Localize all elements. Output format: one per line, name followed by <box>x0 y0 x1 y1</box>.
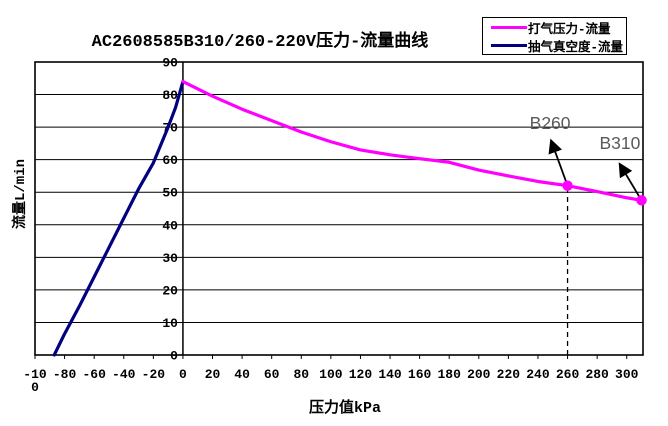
legend-item-vacuum: 抽气真空度-流量 <box>491 36 626 55</box>
series-lines <box>52 79 644 357</box>
x-axis-title: 压力值kPa <box>308 400 381 417</box>
chart-title: AC2608585B310/260-220V压力-流量曲线 <box>91 33 429 52</box>
svg-text:-10: -10 <box>23 367 47 382</box>
legend-label-vacuum: 抽气真空度-流量 <box>528 40 624 55</box>
data-point-markers <box>562 180 647 206</box>
legend-line-swatch-pump <box>491 25 527 29</box>
annotation-arrow-b260 <box>548 138 569 187</box>
svg-text:220: 220 <box>497 367 521 382</box>
annotation-arrow-b310 <box>618 162 643 201</box>
svg-text:80: 80 <box>162 88 178 103</box>
annotations: B260 B310 <box>530 113 643 201</box>
y-axis-title: 流量L/min <box>13 159 29 230</box>
svg-text:240: 240 <box>526 367 550 382</box>
annotation-b260: B260 <box>530 113 571 133</box>
svg-text:90: 90 <box>162 56 178 71</box>
x-axis-ticks <box>34 355 628 359</box>
svg-text:80: 80 <box>293 367 309 382</box>
svg-text:160: 160 <box>408 367 432 382</box>
svg-text:60: 60 <box>162 153 178 168</box>
series-pump-pressure-flow-line <box>181 79 644 202</box>
svg-text:0: 0 <box>179 367 187 382</box>
svg-text:50: 50 <box>162 186 178 201</box>
legend: 打气压力-流量 抽气真空度-流量 <box>482 17 627 55</box>
svg-text:0: 0 <box>31 380 39 395</box>
annotation-b310: B310 <box>599 133 640 153</box>
svg-text:200: 200 <box>467 367 491 382</box>
svg-text:-80: -80 <box>53 367 77 382</box>
svg-text:-20: -20 <box>142 367 166 382</box>
svg-text:40: 40 <box>234 367 250 382</box>
plot-border <box>34 61 644 356</box>
svg-text:0: 0 <box>170 349 178 364</box>
data-point-marker <box>636 195 647 206</box>
svg-text:-60: -60 <box>82 367 106 382</box>
svg-text:280: 280 <box>585 367 609 382</box>
svg-text:180: 180 <box>438 367 462 382</box>
svg-text:20: 20 <box>162 283 178 298</box>
svg-text:40: 40 <box>162 218 178 233</box>
series-vacuum-flow-line <box>52 79 185 357</box>
data-point-marker <box>562 180 573 191</box>
svg-text:30: 30 <box>162 251 178 266</box>
legend-label-pump: 打气压力-流量 <box>528 22 611 37</box>
svg-text:10: 10 <box>162 316 178 331</box>
gridlines <box>35 61 643 356</box>
x-axis-tick-labels: -100-80 -60 -40 -20 0 20 40 60 80 100 120 140 160 180… <box>23 367 638 395</box>
svg-text:260: 260 <box>556 367 580 382</box>
svg-text:-40: -40 <box>112 367 136 382</box>
svg-text:140: 140 <box>378 367 402 382</box>
svg-text:300: 300 <box>615 367 639 382</box>
svg-text:120: 120 <box>349 367 373 382</box>
svg-text:100: 100 <box>319 367 343 382</box>
svg-text:20: 20 <box>205 367 221 382</box>
legend-line-swatch-vacuum <box>491 43 527 47</box>
svg-text:60: 60 <box>264 367 280 382</box>
legend-item-pump-pressure: 打气压力-流量 <box>491 18 626 37</box>
